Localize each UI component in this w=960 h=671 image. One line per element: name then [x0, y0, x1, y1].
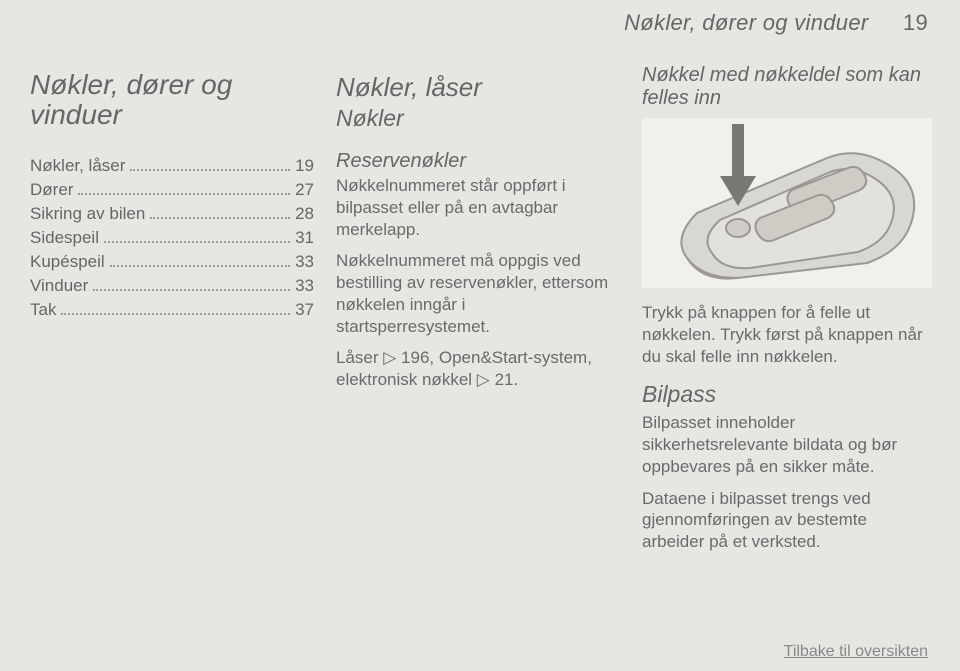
page-number: 19 — [903, 10, 928, 36]
running-title: Nøkler, dører og vinduer — [624, 10, 868, 35]
heading-folding-key: Nøkkel med nøkkeldel som kan felles inn — [642, 64, 932, 110]
toc-page: 37 — [295, 300, 314, 320]
toc-leader — [110, 265, 290, 267]
toc-row[interactable]: Dører 27 — [30, 180, 314, 200]
table-of-contents: Nøkler, låser 19 Dører 27 Sikring av bil… — [30, 156, 314, 320]
toc-page: 28 — [295, 204, 314, 224]
toc-row[interactable]: Vinduer 33 — [30, 276, 314, 296]
toc-row[interactable]: Kupéspeil 33 — [30, 252, 314, 272]
toc-leader — [93, 289, 290, 291]
column-1: Nøkler, dører og vinduer Nøkler, låser 1… — [30, 64, 314, 563]
heading-keys: Nøkler — [336, 105, 620, 132]
manual-page: Nøkler, dører og vinduer 19 Nøkler, døre… — [0, 0, 960, 671]
toc-page: 31 — [295, 228, 314, 248]
toc-leader — [130, 169, 290, 171]
toc-leader — [78, 193, 290, 195]
toc-leader — [61, 313, 290, 315]
section-title-text: Nøkler, dører og vinduer — [30, 69, 232, 130]
column-2: Nøkler, låser Nøkler Reservenøkler Nøkke… — [336, 64, 620, 563]
toc-label: Tak — [30, 300, 56, 320]
toc-label: Sidespeil — [30, 228, 99, 248]
paragraph: Nøkkelnummeret må oppgis ved bestilling … — [336, 250, 620, 337]
paragraph: Nøkkelnummeret står oppført i bilpasset … — [336, 175, 620, 240]
columns: Nøkler, dører og vinduer Nøkler, låser 1… — [30, 64, 932, 563]
paragraph: Dataene i bilpasset trengs ved gjennomfø… — [642, 488, 932, 553]
key-svg — [642, 118, 932, 288]
text: 21. — [490, 370, 518, 389]
paragraph: Bilpasset inneholder sikkerhetsrelevante… — [642, 412, 932, 477]
toc-row[interactable]: Sikring av bilen 28 — [30, 204, 314, 224]
toc-row[interactable]: Sidespeil 31 — [30, 228, 314, 248]
xref-icon: ▷ — [383, 348, 396, 367]
toc-row[interactable]: Tak 37 — [30, 300, 314, 320]
toc-label: Dører — [30, 180, 73, 200]
heading-spare-keys: Reservenøkler — [336, 150, 620, 173]
toc-page: 19 — [295, 156, 314, 176]
heading-keys-locks: Nøkler, låser — [336, 72, 620, 103]
section-title: Nøkler, dører og vinduer — [30, 70, 314, 130]
toc-page: 27 — [295, 180, 314, 200]
toc-page: 33 — [295, 252, 314, 272]
paragraph: Låser ▷ 196, Open&Start-system, elektron… — [336, 347, 620, 391]
toc-label: Nøkler, låser — [30, 156, 125, 176]
toc-leader — [104, 241, 290, 243]
text: Låser — [336, 348, 383, 367]
xref-icon: ▷ — [477, 370, 490, 389]
back-to-overview-link[interactable]: Tilbake til oversikten — [784, 643, 928, 661]
toc-row[interactable]: Nøkler, låser 19 — [30, 156, 314, 176]
running-header: Nøkler, dører og vinduer 19 — [624, 10, 928, 36]
toc-label: Vinduer — [30, 276, 88, 296]
toc-label: Sikring av bilen — [30, 204, 145, 224]
column-3: Nøkkel med nøkkeldel som kan felles inn — [642, 64, 932, 563]
key-illustration — [642, 118, 932, 288]
toc-page: 33 — [295, 276, 314, 296]
paragraph: Trykk på knappen for å felle ut nøkkelen… — [642, 302, 932, 367]
toc-label: Kupéspeil — [30, 252, 105, 272]
toc-leader — [150, 217, 290, 219]
heading-bilpass: Bilpass — [642, 381, 932, 408]
